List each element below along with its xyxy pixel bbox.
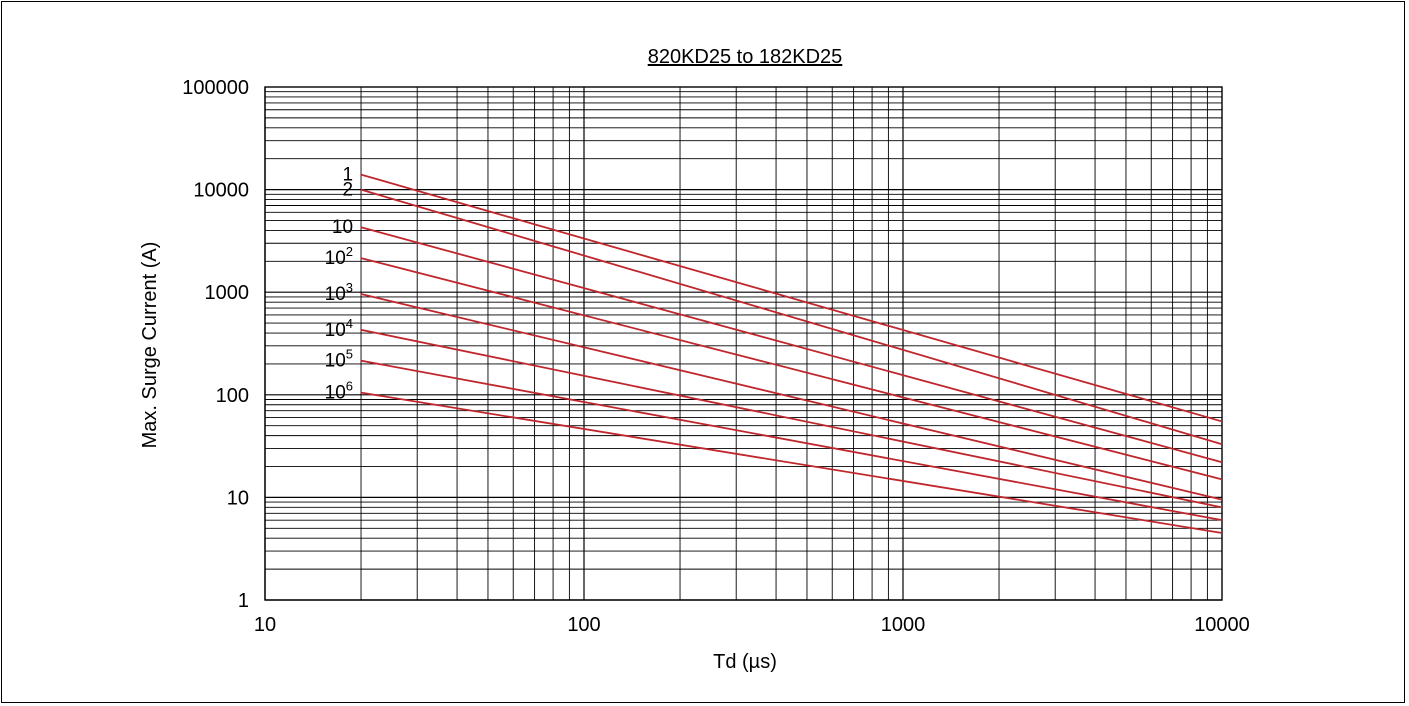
y-axis-label: Max. Surge Current (A) (139, 242, 161, 449)
y-tick-labels: 1 10 100 1000 10000 100000 (182, 77, 249, 612)
series-label: 102 (325, 244, 353, 269)
series-label: 2 (342, 180, 353, 201)
chart-title: 820KD25 to 182KD25 (648, 46, 843, 68)
series-label: 106 (325, 379, 353, 404)
y-tick-label: 10 (227, 487, 249, 509)
y-tick-label: 10000 (193, 180, 249, 202)
series-line (360, 173, 1223, 423)
series-line (360, 328, 1223, 509)
series-line (360, 226, 1223, 464)
series-label: 103 (325, 280, 353, 305)
plot-area-border (264, 86, 1223, 601)
series-label: 10 (332, 217, 353, 238)
series-lines (360, 173, 1223, 534)
grid (264, 86, 1223, 601)
series-line (360, 391, 1223, 534)
x-axis-label: Td (µs) (713, 651, 777, 673)
series-line (360, 293, 1223, 501)
y-tick-label: 1 (238, 590, 249, 612)
x-tick-label: 1000 (881, 614, 926, 636)
series-label: 1 (342, 165, 353, 186)
series-label: 105 (325, 347, 353, 372)
x-tick-labels: 10 100 1000 10000 (254, 614, 1250, 636)
y-tick-label: 100000 (182, 77, 249, 99)
y-tick-label: 1000 (205, 282, 250, 304)
series-labels: 12 10 102 103 104 105 106 (325, 165, 353, 404)
x-tick-label: 100 (567, 614, 600, 636)
x-tick-label: 10 (254, 614, 276, 636)
series-line (360, 257, 1223, 481)
series-line (360, 359, 1223, 522)
y-tick-label: 100 (216, 385, 249, 407)
series-label: 104 (325, 316, 353, 341)
series-line (360, 188, 1223, 446)
x-tick-label: 10000 (1194, 614, 1250, 636)
